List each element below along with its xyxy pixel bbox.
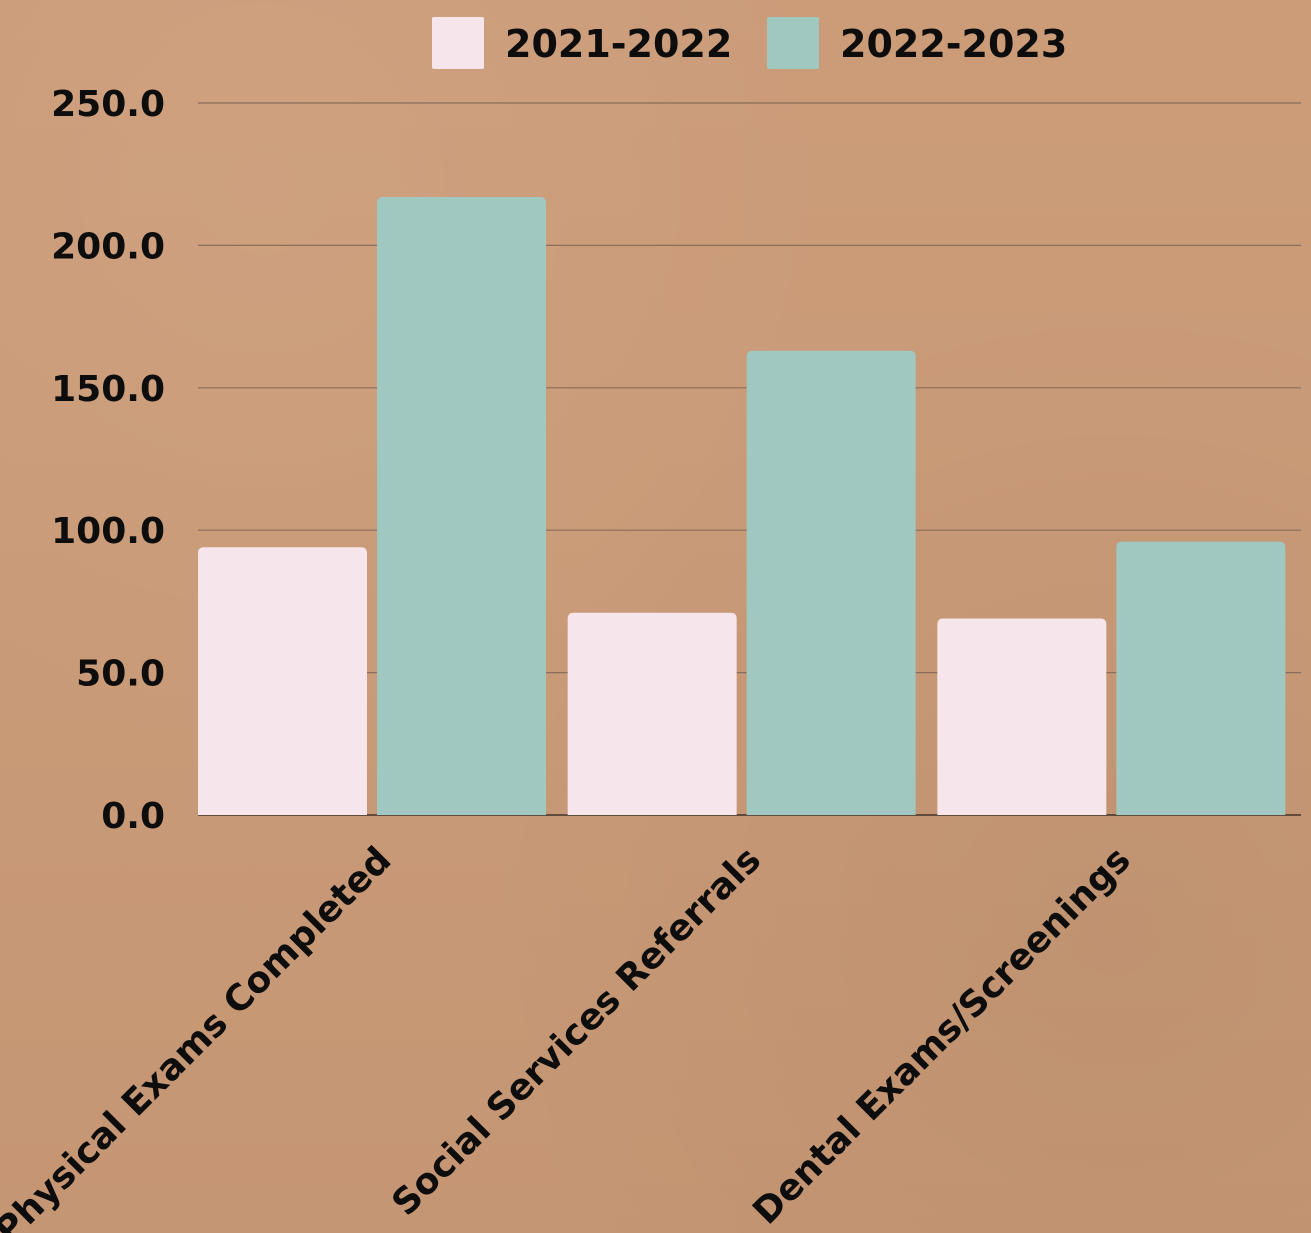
legend-label: 2022-2023 — [840, 22, 1067, 66]
bar-2022-2023 — [746, 350, 916, 815]
y-tick-label: 50.0 — [76, 654, 165, 695]
bar-2021-2022 — [198, 547, 367, 815]
bars — [198, 196, 1286, 815]
y-axis-ticks: 0.0 50.0 100.0 150.0 200.0 250.0 — [51, 84, 165, 837]
legend-swatch — [767, 17, 819, 69]
x-category-label: Dental Exams/Screenings — [745, 839, 1138, 1232]
y-tick-label: 150.0 — [51, 369, 165, 410]
legend: 2021-2022 2022-2023 — [432, 17, 1067, 69]
y-tick-label: 250.0 — [51, 84, 165, 125]
bar-2022-2023 — [377, 196, 546, 815]
y-tick-label: 200.0 — [51, 226, 165, 267]
legend-swatch — [432, 17, 484, 69]
x-category-label: Physical Exams Completed — [0, 839, 399, 1233]
bar-2021-2022 — [937, 618, 1107, 815]
bar-2021-2022 — [567, 612, 737, 815]
y-tick-label: 0.0 — [101, 796, 165, 837]
x-category-label: Social Services Referrals — [384, 839, 769, 1224]
legend-label: 2021-2022 — [505, 22, 732, 66]
y-tick-label: 100.0 — [51, 511, 165, 552]
bar-2022-2023 — [1116, 541, 1286, 815]
